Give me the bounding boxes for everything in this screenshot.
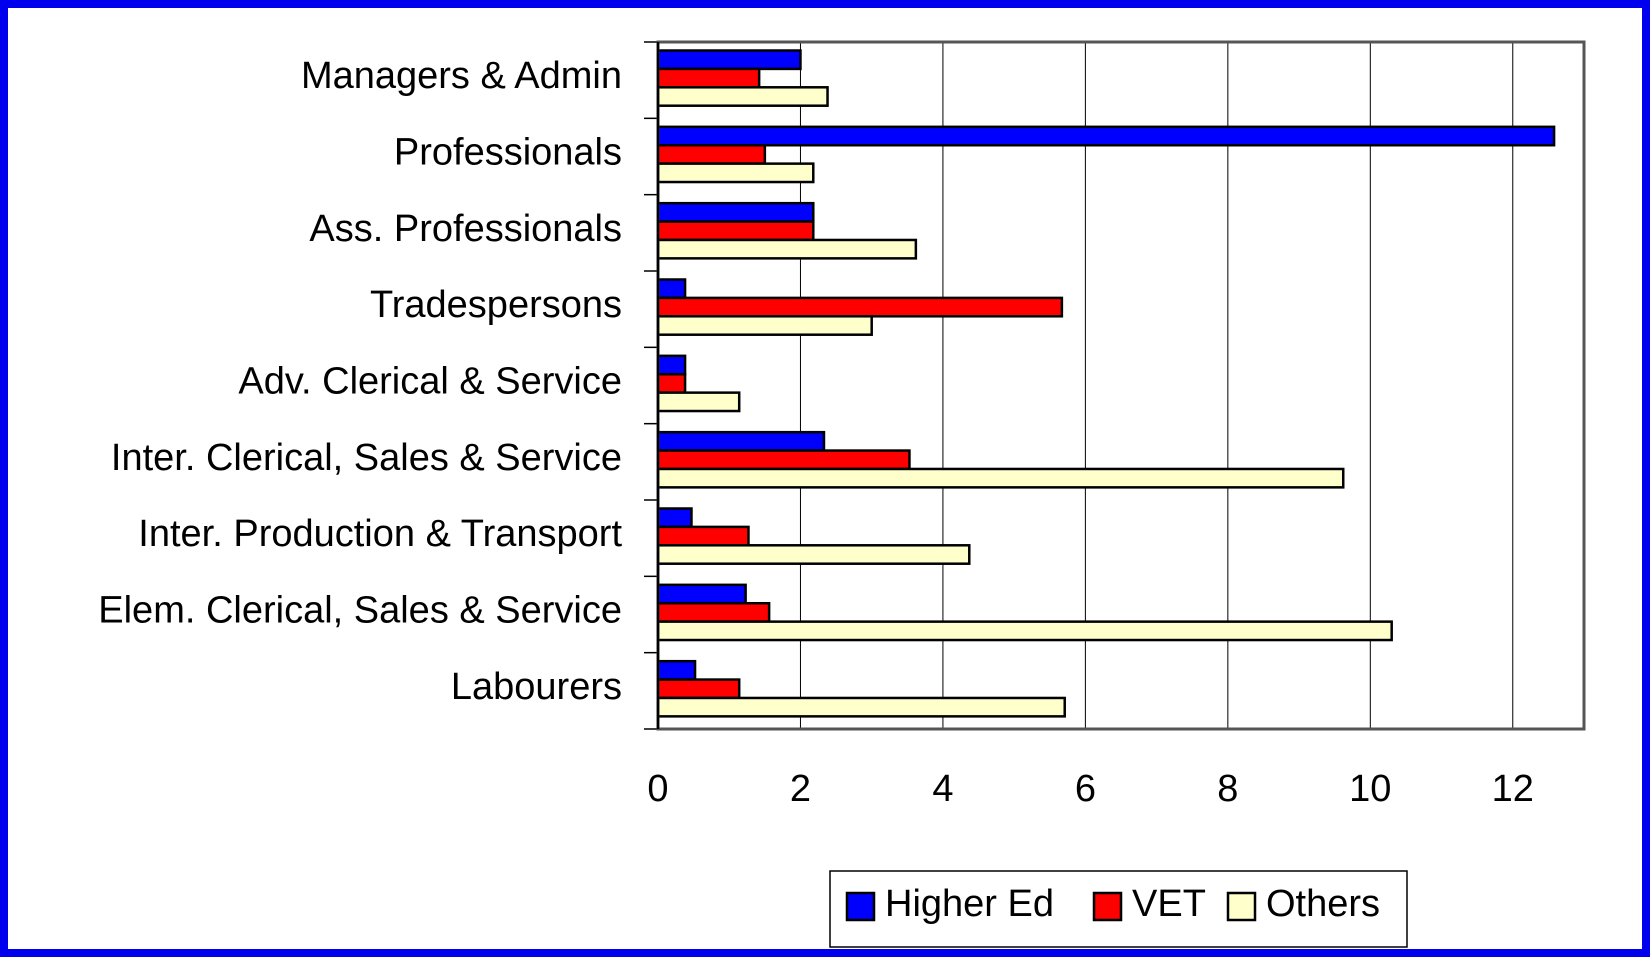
y-tick-label: Inter. Production & Transport [138, 513, 622, 555]
x-tick-label: 4 [932, 768, 953, 810]
bar [656, 143, 767, 165]
bar [656, 315, 873, 336]
x-tick-label: 8 [1217, 768, 1238, 810]
y-tick-label: Inter. Clerical, Sales & Service [111, 437, 622, 479]
legend-swatch [1226, 891, 1257, 922]
bar [656, 659, 697, 681]
bar [656, 696, 1066, 718]
y-tick-label: Ass. Professionals [309, 208, 622, 250]
bar [656, 678, 741, 700]
bar [656, 525, 750, 547]
bar [656, 372, 687, 394]
y-tick-label: Tradespersons [370, 284, 622, 326]
y-tick-label: Professionals [394, 131, 622, 173]
bar [656, 544, 971, 565]
plot-area [658, 42, 1584, 729]
bar [656, 67, 761, 89]
bar [656, 86, 829, 107]
bar [656, 620, 1393, 642]
bar [656, 49, 802, 71]
x-tick-label: 0 [647, 768, 668, 810]
bar [656, 449, 911, 471]
y-tick-label: Labourers [451, 666, 622, 708]
legend-swatch [845, 891, 876, 922]
bar [656, 430, 826, 452]
bar [656, 583, 747, 605]
legend-label: Higher Ed [885, 883, 1054, 925]
bar [656, 354, 687, 376]
bar [656, 201, 815, 223]
x-tick-label: 6 [1075, 768, 1096, 810]
legend-label: VET [1132, 883, 1206, 925]
bar [656, 507, 693, 529]
bar [656, 278, 687, 300]
y-tick-label: Adv. Clerical & Service [238, 360, 622, 402]
bar [656, 162, 815, 184]
y-tick-label: Elem. Clerical, Sales & Service [98, 589, 622, 631]
bar [656, 296, 1064, 318]
x-tick-label: 12 [1492, 768, 1534, 810]
x-tick-label: 10 [1349, 768, 1391, 810]
bar [656, 467, 1345, 489]
legend-label: Others [1266, 883, 1380, 925]
bar [656, 601, 771, 623]
x-tick-label: 2 [790, 768, 811, 810]
bar [656, 125, 1556, 147]
bar [656, 220, 815, 242]
legend-swatch [1092, 891, 1123, 922]
bar [656, 238, 918, 260]
bar [656, 391, 741, 413]
y-tick-label: Managers & Admin [301, 55, 622, 97]
